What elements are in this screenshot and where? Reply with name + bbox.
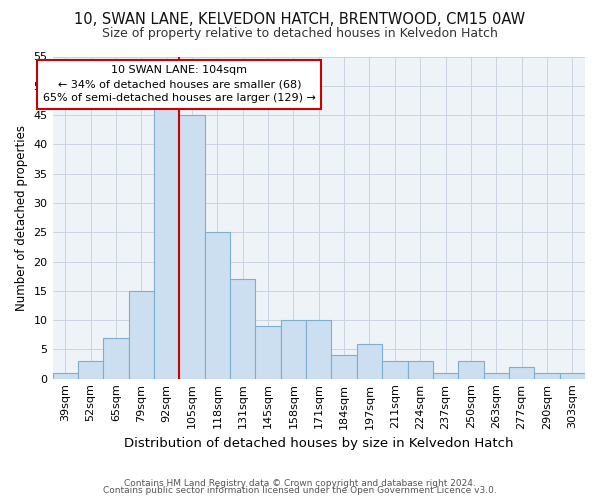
Text: Size of property relative to detached houses in Kelvedon Hatch: Size of property relative to detached ho…	[102, 28, 498, 40]
Bar	[458, 361, 484, 378]
Bar	[230, 279, 256, 378]
X-axis label: Distribution of detached houses by size in Kelvedon Hatch: Distribution of detached houses by size …	[124, 437, 514, 450]
Bar	[484, 373, 509, 378]
Bar	[331, 355, 357, 378]
Text: Contains public sector information licensed under the Open Government Licence v3: Contains public sector information licen…	[103, 486, 497, 495]
Bar	[281, 320, 306, 378]
Y-axis label: Number of detached properties: Number of detached properties	[15, 124, 28, 310]
Bar	[53, 373, 78, 378]
Bar	[205, 232, 230, 378]
Bar	[509, 367, 534, 378]
Bar	[560, 373, 585, 378]
Text: 10, SWAN LANE, KELVEDON HATCH, BRENTWOOD, CM15 0AW: 10, SWAN LANE, KELVEDON HATCH, BRENTWOOD…	[74, 12, 526, 28]
Bar	[357, 344, 382, 378]
Text: Contains HM Land Registry data © Crown copyright and database right 2024.: Contains HM Land Registry data © Crown c…	[124, 478, 476, 488]
Bar	[407, 361, 433, 378]
Bar	[256, 326, 281, 378]
Bar	[103, 338, 128, 378]
Bar	[78, 361, 103, 378]
Bar	[154, 109, 179, 378]
Bar	[128, 291, 154, 378]
Bar	[382, 361, 407, 378]
Text: 10 SWAN LANE: 104sqm
← 34% of detached houses are smaller (68)
65% of semi-detac: 10 SWAN LANE: 104sqm ← 34% of detached h…	[43, 66, 316, 104]
Bar	[179, 115, 205, 378]
Bar	[306, 320, 331, 378]
Bar	[534, 373, 560, 378]
Bar	[433, 373, 458, 378]
